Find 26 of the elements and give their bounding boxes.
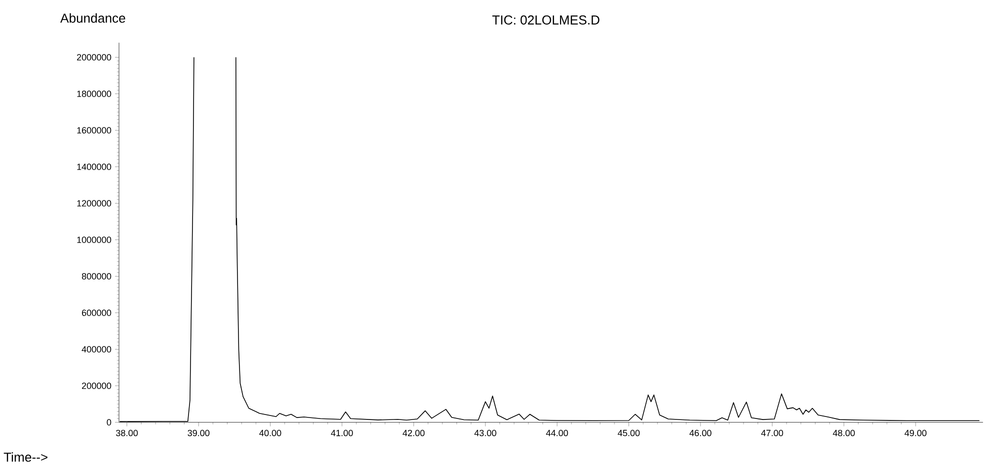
x-tick-label: 38.00	[116, 430, 138, 436]
x-tick-label: 48.00	[832, 430, 855, 436]
x-tick-label: 43.00	[474, 430, 496, 436]
x-tick-label: 42.00	[402, 430, 425, 436]
y-tick-label: 2000000	[77, 54, 112, 60]
y-tick-label: 1400000	[77, 164, 112, 170]
x-axis-title: Time-->	[4, 452, 48, 462]
y-axis-title: Abundance	[60, 13, 126, 23]
chart-title: TIC: 02LOLMES.D	[492, 15, 600, 25]
x-tick-label: 45.00	[618, 430, 640, 436]
y-tick-label: 400000	[82, 346, 112, 352]
y-tick-label: 0	[106, 419, 112, 426]
x-tick-label: 41.00	[330, 430, 353, 436]
y-tick-label: 1800000	[77, 90, 112, 97]
x-tick-label: 49.00	[904, 430, 926, 436]
y-tick-label: 1000000	[77, 236, 112, 243]
x-tick-label: 46.00	[689, 430, 712, 436]
x-tick-label: 40.00	[259, 430, 282, 436]
y-tick-label: 1200000	[77, 200, 112, 206]
x-tick-label: 47.00	[761, 430, 784, 436]
y-tick-label: 800000	[82, 273, 112, 280]
y-tick-label: 200000	[82, 382, 112, 389]
y-tick-label: 600000	[82, 310, 112, 316]
x-tick-label: 44.00	[546, 430, 568, 436]
y-tick-label: 1600000	[77, 127, 112, 134]
x-tick-label: 39.00	[188, 430, 210, 436]
